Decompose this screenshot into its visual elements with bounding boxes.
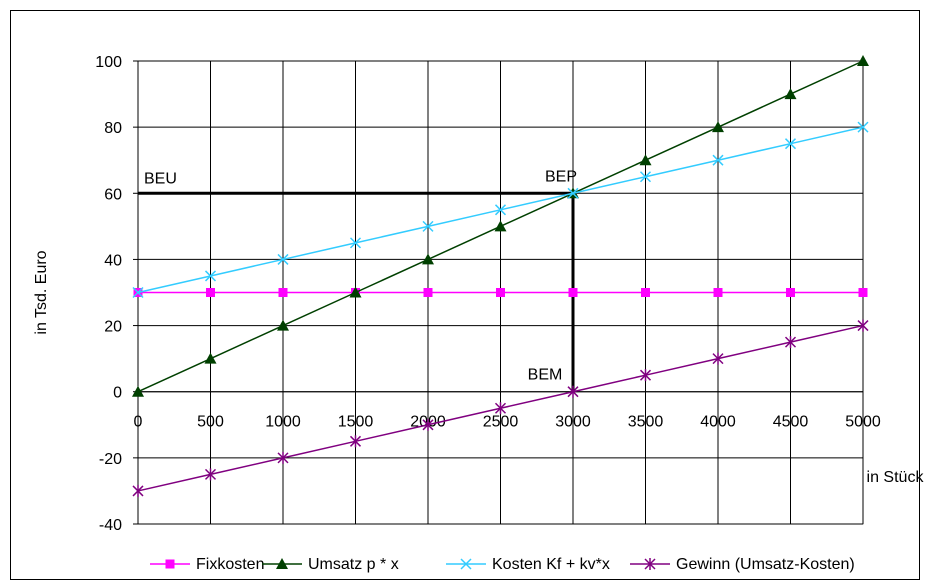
data-point: [204, 270, 217, 282]
data-point: [567, 187, 579, 199]
legend-swatch-marker: [165, 559, 175, 569]
data-point: [494, 204, 507, 216]
data-point: [496, 288, 505, 297]
data-point: [204, 352, 217, 364]
data-point: [713, 288, 723, 297]
x-tick-label: 500: [197, 414, 224, 431]
y-tick-label: -40: [99, 517, 122, 534]
data-point: [641, 288, 650, 297]
data-point: [132, 385, 144, 397]
data-point: [567, 385, 579, 398]
legend-label: Kosten Kf + kv*x: [492, 556, 610, 573]
legend-swatch-marker: [644, 558, 656, 570]
data-point: [422, 418, 434, 431]
y-tick-label: 60: [104, 186, 122, 203]
data-point: [858, 288, 868, 297]
data-point: [277, 319, 289, 331]
data-point: [423, 288, 433, 297]
annotation-label: BEM: [528, 367, 563, 384]
y-tick-label: 20: [104, 319, 122, 336]
data-point: [278, 288, 288, 297]
x-tick-label: 3000: [555, 414, 591, 431]
x-tick-label: 2500: [483, 414, 519, 431]
x-tick-label: 4000: [700, 414, 736, 431]
data-point: [857, 319, 869, 332]
y-tick-label: 0: [113, 385, 122, 402]
data-point: [349, 237, 362, 249]
data-point: [857, 121, 869, 133]
data-point: [277, 253, 289, 265]
data-point: [206, 288, 215, 297]
legend-item: Fixkosten: [150, 556, 264, 573]
data-point: [639, 171, 652, 183]
legend-label: Gewinn (Umsatz-Kosten): [676, 556, 855, 573]
chart-frame: [10, 10, 920, 580]
data-point: [277, 451, 289, 464]
y-tick-label: 80: [104, 120, 122, 137]
data-point: [784, 336, 797, 349]
legend-swatch-marker: [276, 558, 288, 569]
x-axis-title: in Stück: [867, 469, 925, 486]
y-tick-label: 100: [95, 54, 122, 71]
data-point: [349, 286, 362, 298]
data-point: [786, 288, 795, 297]
data-point: [712, 121, 724, 133]
y-axis-title: in Tsd. Euro: [33, 250, 50, 334]
annotation-label: BEU: [144, 170, 177, 187]
marker-stroke: [132, 286, 144, 299]
marker-stroke: [460, 558, 472, 570]
data-point: [204, 468, 217, 481]
data-point: [784, 138, 797, 150]
marker-stroke: [857, 121, 869, 133]
marker-stroke: [784, 138, 797, 150]
legend-label: Umsatz p * x: [308, 556, 399, 573]
data-point: [857, 55, 869, 66]
marker-stroke: [639, 171, 652, 183]
marker-stroke: [567, 187, 579, 199]
legend-swatch-marker: [460, 558, 472, 570]
x-tick-label: 1500: [338, 414, 374, 431]
legend-item: Umsatz p * x: [262, 556, 399, 573]
data-point: [422, 220, 434, 232]
y-tick-label: -20: [99, 451, 122, 468]
x-tick-label: 5000: [845, 414, 881, 431]
data-point: [132, 286, 144, 299]
annotation-label: BEP: [545, 168, 577, 185]
x-tick-label: 3500: [628, 414, 664, 431]
data-point: [494, 220, 507, 232]
data-point: [639, 369, 652, 382]
marker-stroke: [277, 253, 289, 265]
data-point: [494, 402, 507, 415]
data-point: [349, 435, 362, 448]
y-tick-label: 40: [104, 252, 122, 269]
marker-stroke: [204, 270, 217, 282]
x-tick-label: 0: [134, 414, 143, 431]
legend-item: Gewinn (Umsatz-Kosten): [630, 556, 855, 573]
data-point: [712, 352, 724, 365]
marker-stroke: [712, 154, 724, 166]
data-point: [784, 88, 797, 100]
data-point: [712, 154, 724, 166]
data-point: [132, 484, 144, 497]
legend-label: Fixkosten: [196, 556, 264, 573]
data-point: [639, 154, 652, 166]
x-tick-label: 4500: [773, 414, 809, 431]
marker-stroke: [494, 204, 507, 216]
marker-stroke: [422, 220, 434, 232]
data-point: [422, 253, 434, 265]
data-point: [568, 288, 578, 297]
x-tick-label: 1000: [265, 414, 301, 431]
legend-item: Kosten Kf + kv*x: [446, 556, 610, 573]
marker-stroke: [349, 237, 362, 249]
